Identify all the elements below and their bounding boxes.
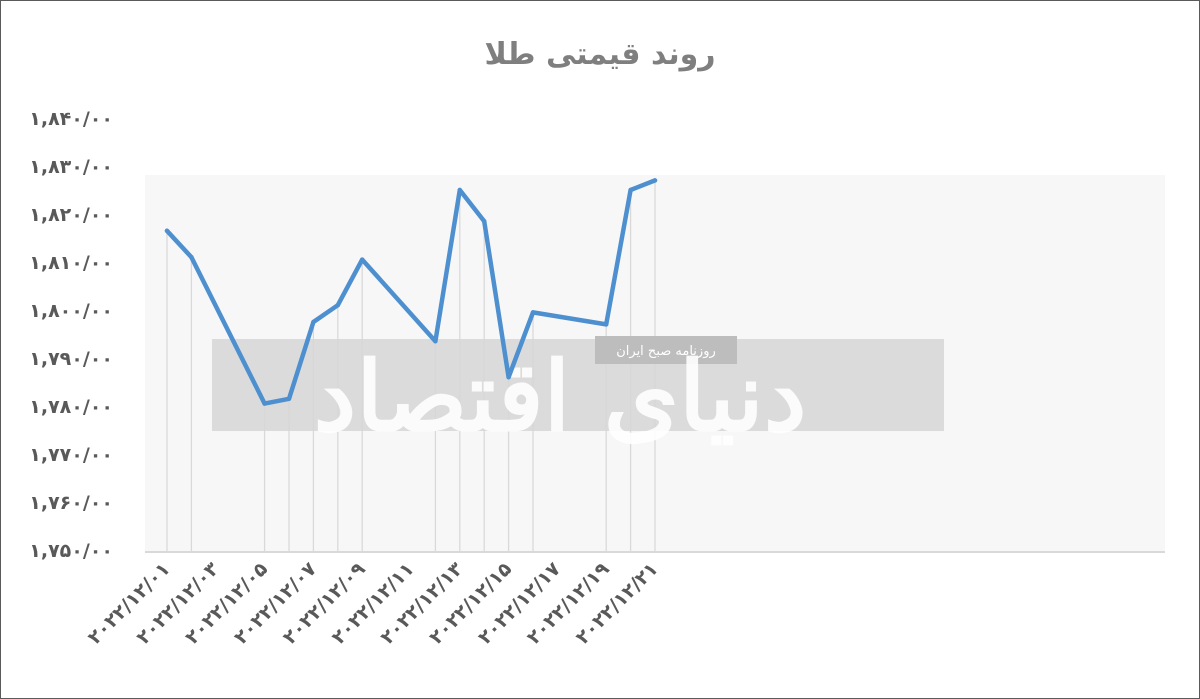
y-tick-label: ۱,۷۷۰/۰۰ [29,444,113,466]
y-tick-label: ۱,۸۱۰/۰۰ [29,252,113,274]
data-point [652,178,658,183]
y-tick-label: ۱,۷۶۰/۰۰ [29,492,113,514]
data-point [360,257,365,262]
data-point [164,228,170,233]
y-tick-label: ۱,۷۵۰/۰۰ [29,540,113,562]
y-tick-label: ۱,۷۹۰/۰۰ [29,348,113,370]
y-tick-label: ۱,۸۰۰/۰۰ [29,300,113,322]
watermark-band [212,339,944,431]
watermark-logo-text: دنیای اقتصاد [313,340,806,453]
data-point [482,219,487,224]
y-tick-label: ۱,۸۳۰/۰۰ [29,156,113,178]
data-point [457,187,462,193]
y-tick-label: ۱,۸۲۰/۰۰ [29,204,113,226]
x-axis-tick-labels: ۲۰۲۲/۱۲/۰۱۲۰۲۲/۱۲/۰۳۲۰۲۲/۱۲/۰۵۲۰۲۲/۱۲/۰۷… [84,558,663,649]
watermark-tagline: روزنامه صبح ایران [616,344,716,359]
y-tick-label: ۱,۸۴۰/۰۰ [29,108,113,130]
data-point [433,339,438,344]
data-point [335,303,340,308]
data-point [286,396,292,401]
y-axis-tick-labels: ۱,۸۴۰/۰۰ ۱,۸۳۰/۰۰ ۱,۸۲۰/۰۰ ۱,۸۱۰/۰۰ ۱,۸۰۰/۰۰… [29,108,113,562]
data-point [311,319,316,325]
data-point [189,255,194,260]
data-point [628,187,633,193]
watermark: روزنامه صبح ایران دنیای اقتصاد [212,336,944,453]
chart-title: روند قیمتی طلا [484,37,715,72]
data-point [604,322,609,327]
data-point [530,310,536,315]
watermark-tagline-box [595,336,737,364]
y-tick-label: ۱,۷۸۰/۰۰ [29,396,113,418]
price-series [164,178,658,406]
data-point [262,401,267,406]
data-point [506,375,511,380]
